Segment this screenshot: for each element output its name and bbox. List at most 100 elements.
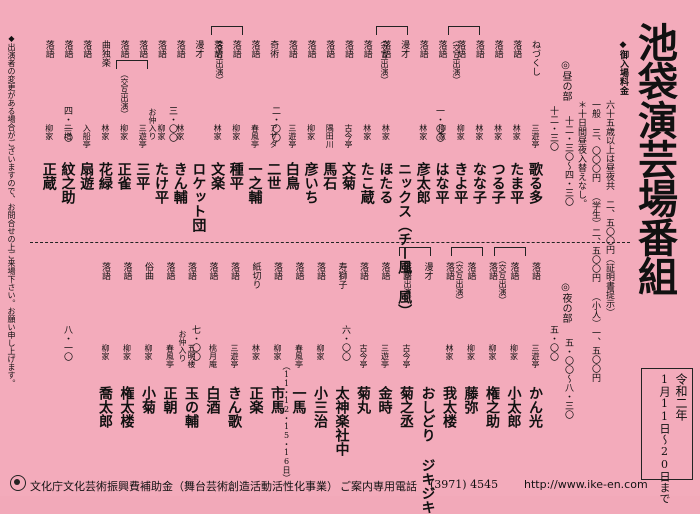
performer-name: 玉の輔: [183, 386, 199, 428]
bracket-line: [448, 26, 480, 35]
performer-name: たま平: [508, 162, 525, 204]
affiliation-label: 隅田川: [325, 124, 335, 148]
affiliation-label: 林家: [445, 344, 454, 360]
performer-name: ほたる: [377, 162, 394, 204]
performer-name: はな平: [433, 162, 450, 204]
genre-label: 落語: [156, 40, 166, 58]
genre-label: 落語: [511, 40, 522, 58]
performer-name: きよ平: [452, 162, 469, 204]
sponsor-text: 文化庁文化芸術振興費補助金（舞台芸術創造活動活性化事業）: [30, 480, 338, 493]
page-title: 池袋演芸場番組: [631, 22, 677, 295]
genre-label: 落語: [229, 262, 239, 280]
affiliation-label: 三遊亭: [287, 124, 297, 148]
genre-label: ねづくし: [530, 40, 540, 76]
affiliation-label: 柳家: [509, 344, 519, 360]
agency-logo-icon: [10, 475, 26, 491]
affiliation-label: 柳家: [44, 124, 54, 140]
day-time-marker: 四・一〇: [62, 106, 72, 142]
performer-name: 紋之助: [59, 162, 76, 204]
affiliation-label: 林家: [381, 124, 391, 140]
performer-name: 三平: [134, 162, 151, 190]
genre-label: 落語: [417, 40, 428, 58]
performer-name: ニックス（チー風 風）: [396, 162, 413, 318]
genre-label: 落語: [487, 262, 497, 280]
genre-label: 落語: [379, 262, 390, 280]
performer-name: たこ蔵: [358, 162, 375, 204]
affiliation-label: 三遊亭: [230, 344, 239, 368]
affiliation-label: 三遊亭: [380, 344, 390, 368]
performer-name: 一馬: [290, 386, 307, 414]
performer-name: きん歌: [226, 386, 242, 428]
affiliation-label: 古今亭: [402, 344, 411, 368]
phone-number: (3971) 4545: [430, 478, 499, 491]
performer-name: 彦太郎: [414, 162, 431, 204]
performer-name: かん光: [527, 386, 543, 428]
genre-label: 落語: [293, 262, 304, 280]
performer-name: 一之輔: [246, 162, 263, 204]
performer-name: 文楽: [209, 162, 226, 190]
affiliation-label: 春風亭: [250, 124, 260, 148]
affiliation-label: 林家: [493, 124, 503, 140]
genre-label: 落語: [444, 262, 454, 280]
performer-name: 市馬: [269, 386, 285, 414]
genre-label: 落語: [121, 262, 132, 280]
intermission-label: お仲入り: [178, 330, 187, 362]
performer-name: 彦いち: [302, 162, 319, 204]
affiliation-label: 柳家: [437, 124, 447, 140]
genre-label: 落語: [43, 40, 54, 58]
alternating-note: （交互出演）: [498, 256, 507, 304]
date-range: 1月11日〜20日まで: [658, 373, 671, 504]
genre-label: 落語: [492, 40, 503, 58]
affiliation-label: 柳家: [306, 124, 316, 140]
genre-label: 落語: [230, 40, 241, 58]
admission-line-1: 六十五歳以上は昼夜共 二、五〇〇円（証明書提示）: [604, 100, 614, 317]
affiliation-label: 林家: [175, 124, 185, 140]
genre-label: 落語: [249, 40, 260, 58]
genre-label: 落語: [286, 40, 297, 58]
genre-label: 落語: [401, 262, 411, 280]
performer-name: ロケット団: [190, 162, 207, 232]
genre-label: 落語: [324, 40, 335, 58]
affiliation-label: 林家: [418, 124, 428, 140]
affiliation-label: 柳家: [144, 344, 153, 360]
night-section-label: ◎夜の部: [560, 282, 571, 323]
genre-label: 紙切り: [250, 262, 261, 289]
performer-name: 小太郎: [505, 386, 522, 428]
day-time-marker: 二・〇〇: [270, 106, 280, 142]
genre-label: 落語: [530, 262, 540, 280]
affiliation-label: 柳家: [119, 124, 129, 140]
intermission-label: お仲入り: [148, 108, 157, 140]
genre-label: 落語: [137, 40, 148, 58]
bracket-line: [116, 60, 148, 69]
genre-label: 落語: [164, 262, 175, 280]
genre-label: 落語: [473, 40, 484, 58]
genre-label: 落語: [81, 40, 92, 58]
performer-name: 喬太郎: [97, 386, 113, 428]
section-divider: [30, 242, 630, 243]
affiliation-label: 柳家: [466, 344, 476, 360]
performer-name: 正楽: [247, 386, 264, 414]
affiliation-label: 林家: [512, 124, 522, 140]
genre-label: 落語: [272, 262, 282, 280]
genre-label: 寿獅子: [336, 262, 347, 289]
affiliation-label: 古今亭: [359, 344, 368, 368]
genre-label: 落語: [358, 262, 368, 280]
performer-name: 白鳥: [283, 162, 300, 190]
affiliation-label: 三遊亭: [531, 124, 540, 148]
genre-label: 落語: [465, 262, 476, 280]
performer-name: 小菊: [140, 386, 156, 414]
genre-label: 漫才: [422, 262, 433, 280]
website-link[interactable]: http://www.ike-en.com: [524, 478, 648, 491]
night-time-marker: 八・一〇: [62, 325, 72, 361]
alternating-note: （交互出演）: [452, 36, 461, 84]
performer-name: 藤弥: [462, 386, 479, 414]
affiliation-label: 三増: [63, 124, 73, 140]
affiliation-label: 三遊亭: [138, 124, 148, 148]
alternating-note: （交互出演）: [380, 36, 389, 84]
bracket-line: [399, 247, 431, 256]
genre-label: 落語: [361, 40, 372, 58]
admission-line-2: 一般 三、〇〇〇円 （学生）二、五〇〇円 （小人）一、五〇〇円: [590, 100, 600, 382]
affiliation-label: 五明楼: [187, 344, 196, 368]
performer-name: 馬石: [321, 162, 338, 190]
footer: 文化庁文化芸術振興費補助金（舞台芸術創造活動活性化事業） ご案内専用電話 (39…: [0, 470, 700, 496]
